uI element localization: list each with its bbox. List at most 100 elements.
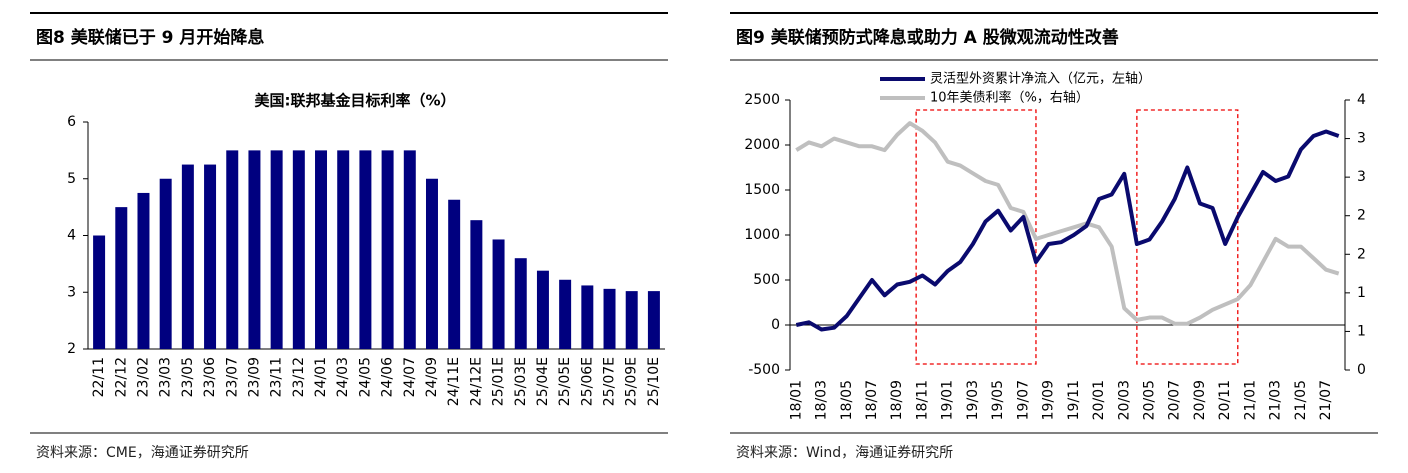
bar bbox=[226, 150, 239, 349]
source: 资料来源：CME，海通证券研究所 bbox=[36, 445, 249, 461]
y2-tick-label: 2 bbox=[1357, 246, 1366, 262]
x-tick-label: 18/11 bbox=[914, 380, 930, 420]
bar bbox=[647, 291, 660, 349]
x-tick-label: 20/11 bbox=[1217, 380, 1233, 420]
series-line bbox=[795, 129, 1340, 332]
y-tick-label: 0 bbox=[771, 317, 780, 333]
x-tick-label: 21/05 bbox=[1293, 380, 1309, 420]
bar bbox=[492, 239, 505, 349]
x-tick-label: 18/01 bbox=[788, 380, 804, 420]
y2-tick-label: 4 bbox=[1357, 92, 1366, 108]
bar bbox=[381, 150, 394, 349]
x-tick-label: 23/12 bbox=[291, 357, 307, 397]
x-tick-label: 24/12E bbox=[468, 357, 484, 406]
x-tick-label: 19/03 bbox=[965, 380, 981, 420]
bar bbox=[603, 288, 616, 349]
x-tick-label: 19/09 bbox=[1041, 380, 1057, 420]
x-tick-label: 25/05E bbox=[557, 357, 573, 406]
x-tick-label: 23/06 bbox=[202, 357, 218, 397]
y-tick-label: 1000 bbox=[744, 227, 780, 243]
x-tick-label: 20/03 bbox=[1116, 380, 1132, 420]
x-tick-label: 25/07E bbox=[602, 357, 618, 406]
x-tick-label: 23/02 bbox=[135, 357, 151, 397]
x-tick-label: 22/11 bbox=[91, 357, 107, 397]
x-tick-label: 24/09 bbox=[424, 357, 440, 397]
x-tick-label: 20/09 bbox=[1192, 380, 1208, 420]
y-tick-label: -500 bbox=[748, 362, 780, 378]
x-tick-label: 21/07 bbox=[1318, 380, 1334, 420]
bar bbox=[248, 150, 261, 349]
x-tick-label: 20/05 bbox=[1141, 380, 1157, 420]
x-tick-label: 23/09 bbox=[246, 357, 262, 397]
x-tick-label: 24/05 bbox=[357, 357, 373, 397]
x-tick-label: 20/07 bbox=[1167, 380, 1183, 420]
bar bbox=[270, 150, 283, 349]
x-tick-label: 24/03 bbox=[335, 357, 351, 397]
y-tick-label: 500 bbox=[753, 272, 780, 288]
bar bbox=[403, 150, 416, 349]
x-tick-label: 18/09 bbox=[889, 380, 905, 420]
x-tick-label: 23/03 bbox=[158, 357, 174, 397]
x-tick-label: 18/03 bbox=[814, 380, 830, 420]
bar bbox=[359, 150, 372, 349]
bar bbox=[204, 164, 217, 349]
bar bbox=[315, 150, 328, 349]
chart-title: 美国:联邦基金目标利率（%） bbox=[254, 92, 455, 110]
x-tick-label: 25/10E bbox=[646, 357, 662, 406]
source: 资料来源：Wind，海通证券研究所 bbox=[736, 445, 953, 461]
x-tick-label: 19/11 bbox=[1066, 380, 1082, 420]
x-tick-label: 23/11 bbox=[269, 357, 285, 397]
y-tick-label: 1500 bbox=[744, 182, 780, 198]
bar bbox=[115, 207, 128, 349]
x-tick-label: 24/01 bbox=[313, 357, 329, 397]
x-tick-label: 24/11E bbox=[446, 357, 462, 406]
x-tick-label: 22/12 bbox=[113, 357, 129, 397]
x-tick-label: 19/07 bbox=[1015, 380, 1031, 420]
bar bbox=[448, 199, 461, 349]
x-tick-label: 25/09E bbox=[624, 357, 640, 406]
y-tick-label: 6 bbox=[67, 114, 76, 130]
legend-label: 灵活型外资累计净流入（亿元，左轴） bbox=[930, 72, 1151, 87]
y2-tick-label: 1 bbox=[1357, 285, 1366, 301]
series-line bbox=[795, 121, 1340, 326]
y2-tick-label: 3 bbox=[1357, 131, 1366, 147]
x-tick-label: 24/06 bbox=[380, 357, 396, 397]
x-tick-label: 24/07 bbox=[402, 357, 418, 397]
bar bbox=[292, 150, 305, 349]
x-tick-label: 25/03E bbox=[513, 357, 529, 406]
x-tick-label: 19/05 bbox=[990, 380, 1006, 420]
bar bbox=[425, 178, 438, 349]
bar bbox=[159, 178, 172, 349]
y2-tick-label: 1 bbox=[1357, 323, 1366, 339]
x-tick-label: 21/03 bbox=[1268, 380, 1284, 420]
bar bbox=[337, 150, 350, 349]
y2-tick-label: 2 bbox=[1357, 208, 1366, 224]
x-tick-label: 21/01 bbox=[1242, 380, 1258, 420]
y-tick-label: 5 bbox=[67, 171, 76, 187]
bar bbox=[181, 164, 194, 349]
y2-tick-label: 0 bbox=[1357, 362, 1366, 378]
bar bbox=[625, 291, 638, 349]
x-tick-label: 18/07 bbox=[864, 380, 880, 420]
x-tick-label: 23/07 bbox=[224, 357, 240, 397]
y2-tick-label: 3 bbox=[1357, 169, 1366, 185]
figure-title: 图9 美联储预防式降息或助力 A 股微观流动性改善 bbox=[736, 27, 1119, 48]
x-tick-label: 25/04E bbox=[535, 357, 551, 406]
y-tick-label: 2500 bbox=[744, 92, 780, 108]
bar bbox=[536, 270, 549, 349]
x-tick-label: 19/01 bbox=[940, 380, 956, 420]
x-tick-label: 25/01E bbox=[491, 357, 507, 406]
y-tick-label: 2000 bbox=[744, 137, 780, 153]
y-tick-label: 3 bbox=[67, 284, 76, 300]
figure-title: 图8 美联储已于 9 月开始降息 bbox=[36, 27, 264, 48]
x-tick-label: 20/01 bbox=[1091, 380, 1107, 420]
bar bbox=[581, 285, 594, 349]
x-tick-label: 18/05 bbox=[839, 380, 855, 420]
y-tick-label: 2 bbox=[67, 341, 76, 357]
bar bbox=[137, 192, 150, 349]
y-tick-label: 4 bbox=[67, 228, 76, 244]
bar bbox=[514, 258, 527, 349]
x-tick-label: 25/06E bbox=[579, 357, 595, 406]
x-tick-label: 23/05 bbox=[180, 357, 196, 397]
